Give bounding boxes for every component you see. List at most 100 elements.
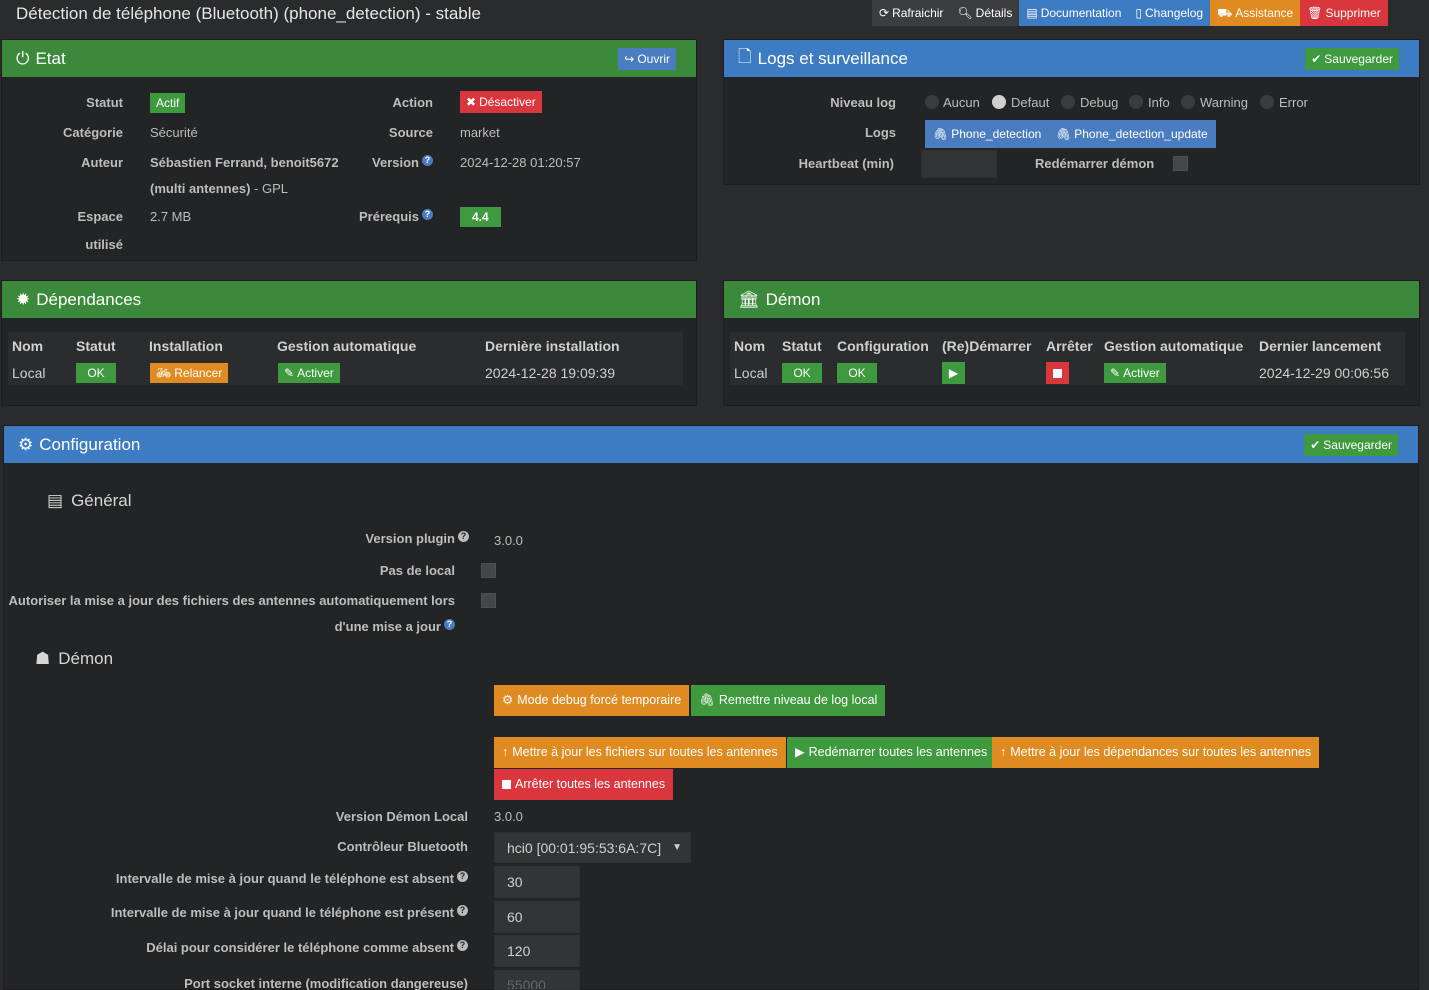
radio-defaut[interactable] (992, 95, 1006, 109)
start-demon-button[interactable]: ▶ (942, 362, 965, 384)
dmn-header-dernier: Dernier lancement (1259, 338, 1382, 354)
license: - GPL (250, 181, 288, 196)
file-icon: 🗋︎ (738, 47, 752, 66)
restart-all-button[interactable]: ▶ Redémarrer toutes les antennes (787, 737, 996, 768)
dependances-header: ✹ Dépendances (2, 281, 696, 318)
reset-log-button[interactable]: 🖇︎ Remettre niveau de log local (691, 685, 886, 716)
help-icon[interactable]: ? (457, 871, 468, 882)
port-label: Port socket interne (modification danger… (184, 976, 468, 990)
dmn-header-statut: Statut (782, 338, 822, 354)
update-files-button[interactable]: ↑ Mettre à jour les fichiers sur toutes l… (494, 737, 786, 768)
bank-icon: 🏛︎ (738, 289, 760, 309)
documentation-button[interactable]: ▤ Documentation (1019, 0, 1129, 26)
stop-icon (1053, 368, 1062, 378)
autoriser-label: Autoriser la mise a jour des fichiers de… (8, 593, 455, 608)
help-icon[interactable]: ? (422, 209, 433, 220)
toolbar: ⟳ Rafraichir 🔍︎ Détails ▤ Documentation ▯ Ch… (872, 0, 1388, 26)
check-circle-icon: ✔ (1310, 438, 1321, 452)
categorie-value: Sécurité (150, 125, 198, 140)
demon-section-title: ☗ Démon (35, 649, 114, 668)
present-interval-label: Intervalle de mise à jour quand le télép… (111, 905, 468, 920)
present-interval-input[interactable]: 60 (494, 901, 580, 933)
relancer-button[interactable]: 🚲︎ Relancer (150, 363, 229, 383)
debug-mode-button[interactable]: ⚙ Mode debug forcé temporaire (494, 685, 690, 716)
page-title: Détection de téléphone (Bluetooth) (phon… (16, 4, 481, 23)
version-demon-value: 3.0.0 (494, 809, 523, 824)
port-input[interactable]: 55000 (494, 970, 580, 990)
logs-title: Logs et surveillance (757, 48, 908, 68)
dep-header-statut: Statut (76, 338, 116, 354)
trash-icon: 🗑︎ (1307, 6, 1323, 20)
stop-demon-button[interactable] (1046, 362, 1069, 384)
absent-interval-input[interactable]: 30 (494, 866, 580, 898)
gear-icon: ✹ (16, 289, 31, 309)
level-debug: Debug (1080, 95, 1119, 110)
assistance-button[interactable]: ⛟ Assistance (1210, 0, 1301, 26)
auteur-value-2: (multi antennes) - GPL (150, 181, 288, 196)
source-value: market (460, 125, 500, 140)
dep-header-nom: Nom (12, 338, 44, 354)
config-save-button[interactable]: ✔ Sauvegarder (1304, 434, 1398, 456)
dep-derniere-value: 2024-12-28 19:09:39 (485, 365, 615, 381)
level-warning: Warning (1200, 95, 1248, 110)
deactivate-button[interactable]: ✖ Désactiver (460, 91, 542, 113)
help-icon[interactable]: ? (457, 905, 468, 916)
details-button[interactable]: 🔍︎ Détails (950, 0, 1020, 26)
paperclip-icon: 🖇︎ (699, 693, 715, 707)
heartbeat-input[interactable] (921, 150, 997, 178)
absent-interval-label: Intervalle de mise à jour quand le télép… (116, 871, 468, 886)
cogs-icon: ⚙ (18, 434, 34, 454)
pas-local-checkbox[interactable] (481, 563, 496, 578)
configuration-panel: ⚙ Configuration ✔ Sauvegarder (3, 425, 1419, 990)
help-icon[interactable]: ? (422, 155, 433, 166)
radio-error[interactable] (1260, 95, 1274, 109)
file-icon: ▯ (1135, 6, 1143, 20)
help-icon[interactable]: ? (457, 940, 468, 951)
radio-warning[interactable] (1181, 95, 1195, 109)
log-phone-detection-update-button[interactable]: 🖇︎ Phone_detection_update (1048, 120, 1216, 148)
dmn-activer-button[interactable]: ✎ Activer (1104, 363, 1166, 383)
categorie-label: Catégorie (63, 125, 123, 140)
level-aucun: Aucun (943, 95, 980, 110)
dmn-header-gestion: Gestion automatique (1104, 338, 1244, 354)
restart-demon-checkbox[interactable] (1173, 156, 1188, 171)
configuration-title: Configuration (39, 434, 141, 454)
autoriser-checkbox[interactable] (481, 593, 496, 608)
version-value: 2024-12-28 01:20:57 (460, 155, 581, 170)
version-label: Version? (372, 155, 433, 170)
stop-all-button[interactable]: Arrêter toutes les antennes (494, 769, 674, 800)
controleur-select[interactable]: hci0 [00:01:95:53:6A:7C] ▼ (494, 832, 691, 863)
open-button[interactable]: ↪ Ouvrir (618, 48, 676, 70)
help-icon[interactable]: ? (444, 619, 455, 630)
dmn-dernier-value: 2024-12-29 00:06:56 (1259, 365, 1389, 381)
log-phone-detection-button[interactable]: 🖇︎ Phone_detection (925, 120, 1050, 148)
logs-save-button[interactable]: ✔ Sauvegarder (1305, 48, 1399, 70)
changelog-button[interactable]: ▯ Changelog (1128, 0, 1211, 26)
configuration-header: ⚙ Configuration ✔ Sauvegarder (4, 426, 1418, 463)
refresh-icon: ⟳ (879, 6, 890, 20)
help-icon[interactable]: ? (458, 531, 469, 542)
espace-label-2: utilisé (85, 237, 123, 252)
radio-aucun[interactable] (925, 95, 939, 109)
version-plugin-label: Version plugin? (365, 531, 469, 546)
auteur-value: Sébastien Ferrand, benoit5672 (150, 155, 339, 170)
dep-activer-button[interactable]: ✎ Activer (278, 363, 340, 383)
statut-label: Statut (86, 95, 123, 110)
dep-statut-badge: OK (76, 363, 116, 383)
update-deps-button[interactable]: ↑ Mettre à jour les dépendances sur toute… (992, 737, 1320, 768)
prerequis-badge: 4.4 (460, 207, 501, 227)
refresh-button[interactable]: ⟳ Rafraichir (872, 0, 951, 26)
dmn-config-badge: OK (837, 363, 877, 383)
chevron-down-icon: ▼ (672, 842, 682, 853)
radio-debug[interactable] (1061, 95, 1075, 109)
delai-input[interactable]: 120 (494, 935, 580, 967)
version-plugin-value: 3.0.0 (494, 533, 523, 548)
dep-header-installation: Installation (149, 338, 223, 354)
dmn-header-redemarrer: (Re)Démarrer (942, 338, 1032, 354)
logs-header: 🗋︎ Logs et surveillance ✔ Sauvegarder (724, 40, 1419, 77)
delete-button[interactable]: 🗑︎ Supprimer (1300, 0, 1388, 26)
demon-header: 🏛︎ Démon (724, 281, 1419, 318)
demon-title: Démon (765, 289, 821, 309)
dep-header-derniere: Dernière installation (485, 338, 620, 354)
radio-info[interactable] (1129, 95, 1143, 109)
